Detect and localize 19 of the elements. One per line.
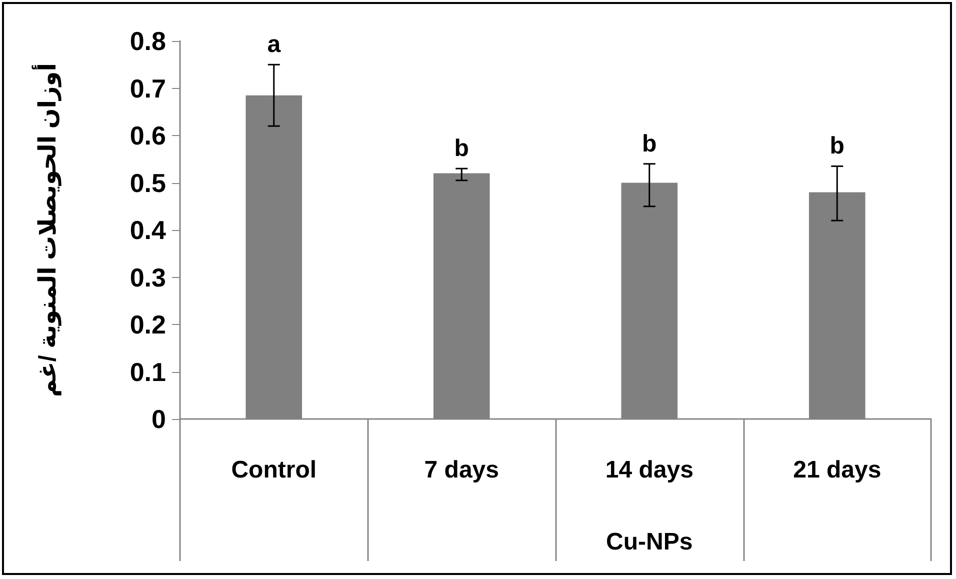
y-tick-label: 0.5 <box>130 168 166 198</box>
annotation: b <box>454 135 469 162</box>
text: Cu-NPs <box>606 528 693 556</box>
y-tick-label: 0.3 <box>130 262 166 292</box>
x-tick-label: 7 days <box>424 456 499 484</box>
y-axis-title: أوزان الحويصلات المنوية /غم <box>32 63 62 397</box>
y-tick-label: 0 <box>152 404 166 434</box>
annotation: b <box>642 130 657 158</box>
x-tick-label: 14 days <box>605 456 694 484</box>
x-tick-label: Control <box>231 456 317 484</box>
y-tick-label: 0.4 <box>130 215 167 245</box>
y-tick-label: 0.8 <box>130 26 166 56</box>
annotation: b <box>830 132 844 160</box>
annotation: a <box>267 31 282 58</box>
x-tick-label: 21 days <box>793 456 882 484</box>
y-tick-label: 0.7 <box>130 73 166 104</box>
y-tick-label: 0.1 <box>130 356 166 387</box>
y-tick-label: 0.2 <box>130 310 166 340</box>
y-tick-label: 0.6 <box>130 120 166 150</box>
